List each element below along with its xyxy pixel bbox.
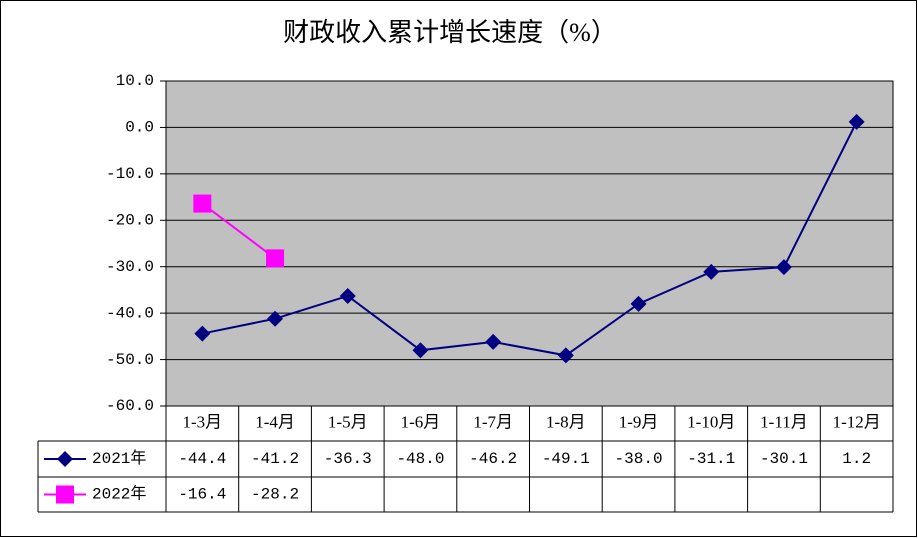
y-tick-label: -40.0 [106, 304, 154, 322]
x-tick-label: 1-7月 [473, 412, 513, 431]
data-point [557, 347, 574, 364]
table-value: -36.3 [324, 450, 372, 468]
x-tick-label: 1-8月 [546, 412, 586, 431]
x-tick-label: 1-11月 [760, 412, 808, 431]
legend-label: 2021年 [92, 449, 146, 468]
plot-area [165, 80, 894, 407]
series-line [202, 121, 858, 357]
data-point [267, 310, 284, 327]
series-line [201, 202, 276, 260]
table-value: -16.4 [178, 486, 226, 504]
y-tick-label: -50.0 [106, 351, 154, 369]
legend-marker [56, 485, 74, 504]
y-tick-label: 10.0 [116, 72, 154, 90]
y-tick-label: -30.0 [106, 258, 154, 276]
table-value: -48.0 [396, 450, 444, 468]
table-value: -46.2 [469, 450, 517, 468]
data-point [339, 287, 356, 304]
x-tick-label: 1-10月 [687, 412, 735, 431]
table-value: -31.1 [687, 450, 735, 468]
table-value: 1.2 [842, 450, 871, 468]
data-point [266, 249, 285, 268]
chart-title: 财政收入累计增长速度（%） [283, 18, 617, 47]
x-tick-label: 1-3月 [183, 412, 223, 431]
table-value: -44.4 [178, 450, 226, 468]
y-tick-label: -60.0 [106, 397, 154, 415]
legend-marker [57, 451, 73, 467]
y-tick-label: -20.0 [106, 212, 154, 230]
data-point [485, 333, 502, 350]
legend-label: 2022年 [92, 485, 146, 504]
y-tick-label: -10.0 [106, 165, 154, 183]
x-tick-label: 1-9月 [619, 412, 659, 431]
data-point [848, 113, 865, 130]
table-value: -49.1 [542, 450, 590, 468]
table-value: -28.2 [251, 486, 299, 504]
data-point [630, 295, 647, 312]
x-tick-label: 1-12月 [833, 412, 881, 431]
table-value: -30.1 [760, 450, 808, 468]
data-point [412, 342, 429, 359]
data-point [775, 259, 792, 276]
table-value: -38.0 [615, 450, 663, 468]
x-tick-label: 1-6月 [401, 412, 441, 431]
data-point [703, 263, 720, 280]
x-tick-label: 1-5月 [328, 412, 368, 431]
y-tick-label: 0.0 [125, 119, 154, 137]
x-tick-label: 1-4月 [255, 412, 295, 431]
data-point [194, 325, 211, 342]
data-point [193, 194, 212, 213]
table-value: -41.2 [251, 450, 299, 468]
